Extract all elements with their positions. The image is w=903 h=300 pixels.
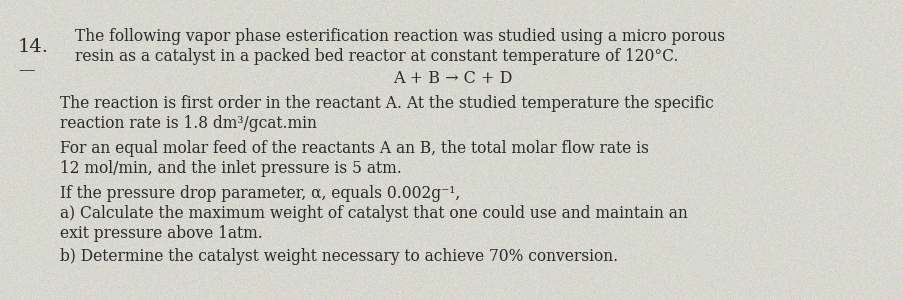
Text: b) Determine the catalyst weight necessary to achieve 70% conversion.: b) Determine the catalyst weight necessa… [60, 248, 618, 265]
Text: reaction rate is 1.8 dm³/gcat.min: reaction rate is 1.8 dm³/gcat.min [60, 115, 317, 132]
Text: If the pressure drop parameter, α, equals 0.002g⁻¹,: If the pressure drop parameter, α, equal… [60, 185, 460, 202]
Text: resin as a catalyst in a packed bed reactor at constant temperature of 120°C.: resin as a catalyst in a packed bed reac… [75, 48, 678, 65]
Text: For an equal molar feed of the reactants A an B, the total molar flow rate is: For an equal molar feed of the reactants… [60, 140, 648, 157]
Text: A + B → C + D: A + B → C + D [393, 70, 512, 87]
Text: exit pressure above 1atm.: exit pressure above 1atm. [60, 225, 263, 242]
Text: 14.: 14. [18, 38, 49, 56]
Text: —: — [18, 62, 34, 79]
Text: 12 mol/min, and the inlet pressure is 5 atm.: 12 mol/min, and the inlet pressure is 5 … [60, 160, 401, 177]
Text: The following vapor phase esterification reaction was studied using a micro poro: The following vapor phase esterification… [75, 28, 724, 45]
Text: The reaction is first order in the reactant A. At the studied temperature the sp: The reaction is first order in the react… [60, 95, 713, 112]
Text: a) Calculate the maximum weight of catalyst that one could use and maintain an: a) Calculate the maximum weight of catal… [60, 205, 687, 222]
